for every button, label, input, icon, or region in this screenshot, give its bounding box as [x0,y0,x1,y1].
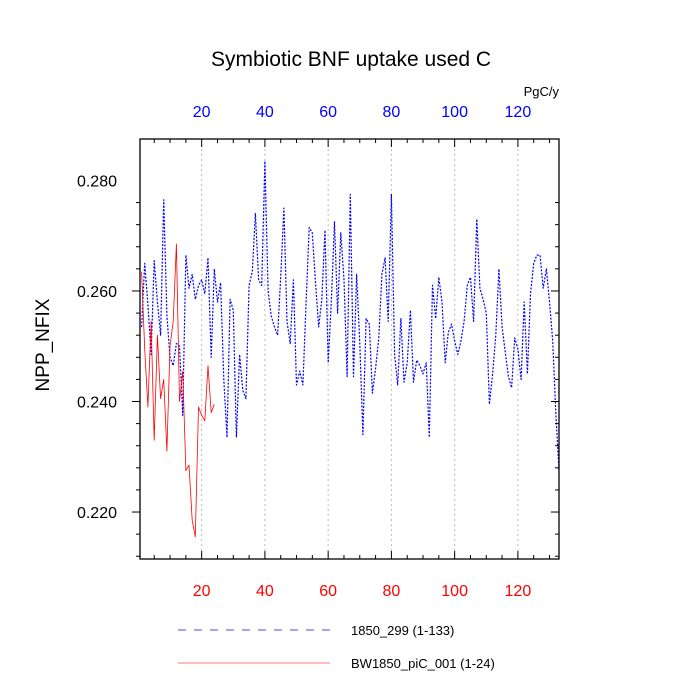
x-tick-label-bottom: 80 [383,583,401,600]
x-tick-label-top: 20 [193,104,211,121]
axes: 20 20 40 40 60 60 80 80 100 100 120 120 0.220 0.240 0.… [77,104,559,600]
series-line-1 [141,160,560,471]
x-tick-label-top: 100 [441,104,468,121]
x-tick-label-bottom: 20 [193,583,211,600]
x-tick-label-bottom: 40 [256,583,274,600]
x-tick-label-top: 120 [505,104,532,121]
y-tick-label: 0.260 [77,284,117,301]
x-tick-label-top: 60 [319,104,337,121]
unit-label: PgC/y [524,84,560,99]
legend-label-2: BW1850_piC_001 (1-24) [351,656,495,671]
series-lines [141,160,560,538]
plot-frame [139,138,560,560]
x-tick-label-bottom: 60 [319,583,337,600]
legend-label-1: 1850_299 (1-133) [351,623,454,638]
chart-title: Symbiotic BNF uptake used C [211,48,491,71]
x-tick-label-bottom: 120 [505,583,532,600]
x-gridlines [201,139,519,559]
y-axis-label: NPP_NFIX [33,298,54,391]
x-tick-label-top: 80 [383,104,401,121]
legend: 1850_299 (1-133) BW1850_piC_001 (1-24) [178,623,495,671]
y-tick-label: 0.280 [77,173,117,190]
y-tick-label: 0.220 [77,505,117,522]
x-tick-label-bottom: 100 [441,583,468,600]
y-tick-label: 0.240 [77,395,117,412]
x-tick-label-top: 40 [256,104,274,121]
series-line-2 [141,243,215,538]
